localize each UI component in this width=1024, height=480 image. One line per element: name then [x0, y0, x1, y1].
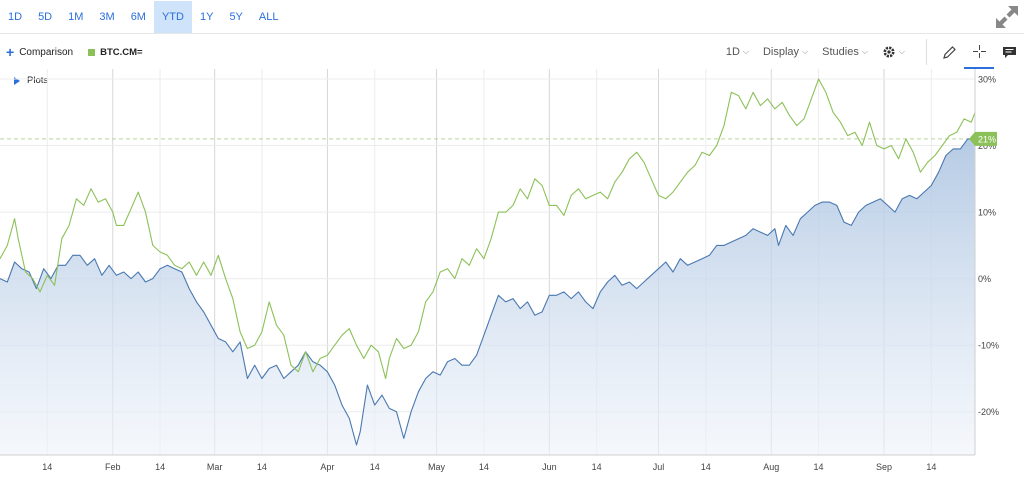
y-tick-label: -10%	[978, 341, 999, 351]
range-button-1d[interactable]: 1D	[8, 10, 23, 23]
comment-icon	[1002, 46, 1016, 58]
studies-dropdown[interactable]: Studies ⌵	[822, 46, 868, 58]
comparison-button[interactable]: Comparison	[19, 46, 74, 58]
x-tick-label: Feb	[105, 462, 121, 472]
range-button-1y[interactable]: 1Y	[199, 10, 214, 23]
chart-toolbar: + Comparison BTC.CM= 1D ⌵ Display ⌵ Studie…	[0, 35, 1024, 69]
studies-label: Studies	[822, 46, 859, 58]
y-tick-label: 10%	[978, 208, 996, 218]
x-tick-label: Jul	[653, 462, 665, 472]
chevron-down-icon: ⌵	[802, 47, 809, 56]
series-line-0	[0, 138, 975, 446]
x-tick-label: Jun	[542, 462, 557, 472]
range-button-5d[interactable]: 5D	[38, 10, 53, 23]
chevron-down-icon: ⌵	[861, 47, 868, 56]
plots-label: Plots	[27, 75, 49, 86]
plots-toggle[interactable]: Plots	[14, 75, 48, 86]
chevron-down-icon: ⌵	[898, 47, 905, 56]
toolbar-divider	[926, 39, 927, 65]
x-tick-label: Aug	[763, 462, 779, 472]
range-button-ytd[interactable]: YTD	[153, 0, 192, 33]
current-value-badge	[969, 131, 997, 146]
x-tick-label: 14	[257, 462, 267, 472]
x-tick-label: 14	[42, 462, 52, 472]
current-value-label: 21%	[978, 134, 996, 144]
pencil-icon	[942, 45, 956, 59]
price-chart[interactable]: 14 Feb 14 Mar 14 Apr 14 May 14 Jun 14 Jul 14 Aug 14 Sep…	[0, 69, 1024, 480]
comments-button[interactable]	[994, 35, 1024, 69]
display-label: Display	[762, 46, 800, 58]
x-tick-label: 14	[370, 462, 380, 472]
x-tick-label: Apr	[320, 462, 334, 472]
y-tick-label: -20%	[978, 407, 999, 417]
x-tick-label: Sep	[876, 462, 892, 472]
x-tick-label: 14	[701, 462, 711, 472]
interval-dropdown[interactable]: 1D ⌵	[726, 46, 749, 58]
crosshair-icon	[972, 44, 986, 58]
range-button-5y[interactable]: 5Y	[229, 10, 243, 23]
x-tick-label: May	[428, 462, 446, 472]
x-tick-label: 14	[479, 462, 489, 472]
gear-icon	[883, 46, 895, 58]
x-tick-label: 14	[926, 462, 936, 472]
plus-icon[interactable]: +	[6, 44, 15, 60]
comparison-symbol[interactable]: BTC.CM=	[100, 46, 143, 58]
y-tick-label: 0%	[978, 274, 991, 284]
series-line-1	[0, 78, 976, 380]
settings-dropdown[interactable]: ⌵	[882, 45, 905, 59]
display-dropdown[interactable]: Display ⌵	[763, 46, 808, 58]
range-button-all[interactable]: ALL	[258, 10, 279, 23]
series-area-0	[0, 138, 975, 455]
expand-arrows-icon[interactable]	[994, 4, 1020, 30]
range-button-6m[interactable]: 6M	[130, 10, 146, 23]
range-button-1m[interactable]: 1M	[68, 10, 84, 23]
series-swatch	[88, 48, 96, 56]
crosshair-button[interactable]	[964, 35, 994, 69]
x-tick-label: 14	[155, 462, 165, 472]
x-tick-label: 14	[592, 462, 602, 472]
x-tick-label: Mar	[207, 462, 223, 472]
interval-label: 1D	[725, 46, 740, 58]
range-selector: 1D 5D 1M 3M 6M YTD 1Y 5Y ALL	[0, 0, 1024, 34]
triangle-right-icon	[14, 76, 20, 85]
draw-button[interactable]	[934, 35, 964, 69]
x-tick-label: 14	[814, 462, 824, 472]
y-tick-label: 20%	[978, 141, 996, 151]
chevron-down-icon: ⌵	[742, 47, 749, 56]
y-tick-label: 30%	[978, 74, 996, 84]
range-button-3m[interactable]: 3M	[99, 10, 115, 23]
